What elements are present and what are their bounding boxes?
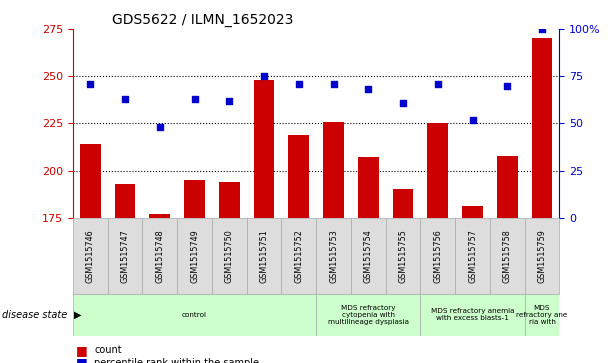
Text: MDS
refractory ane
ria with: MDS refractory ane ria with	[516, 305, 568, 325]
Text: control: control	[182, 312, 207, 318]
Bar	[73, 294, 316, 336]
Text: GSM1515753: GSM1515753	[329, 229, 338, 283]
Point	[190, 96, 199, 102]
Text: GSM1515751: GSM1515751	[260, 229, 269, 283]
Text: GSM1515756: GSM1515756	[434, 229, 442, 283]
Text: ■: ■	[76, 344, 88, 357]
Text: GSM1515749: GSM1515749	[190, 229, 199, 283]
Bar	[316, 294, 420, 336]
Text: GSM1515750: GSM1515750	[225, 229, 234, 283]
Text: GSM1515758: GSM1515758	[503, 229, 512, 283]
Point	[329, 81, 339, 87]
Bar	[80, 144, 101, 363]
Point	[502, 83, 512, 89]
Bar	[351, 218, 385, 294]
Point	[294, 81, 303, 87]
Bar	[184, 180, 205, 363]
Bar	[115, 184, 136, 363]
Bar	[385, 218, 420, 294]
Bar	[525, 218, 559, 294]
Point	[468, 117, 477, 123]
Text: count: count	[94, 345, 122, 355]
Bar	[358, 158, 379, 363]
Text: GSM1515754: GSM1515754	[364, 229, 373, 283]
Bar	[142, 218, 177, 294]
Bar	[254, 80, 274, 363]
Bar	[323, 122, 344, 363]
Text: GDS5622 / ILMN_1652023: GDS5622 / ILMN_1652023	[112, 13, 293, 26]
Point	[224, 98, 234, 104]
Bar	[525, 294, 559, 336]
Bar	[219, 182, 240, 363]
Bar	[108, 218, 142, 294]
Text: GSM1515746: GSM1515746	[86, 229, 95, 283]
Bar	[150, 214, 170, 363]
Text: GSM1515755: GSM1515755	[398, 229, 407, 283]
Text: GSM1515759: GSM1515759	[537, 229, 547, 283]
Text: MDS refractory anemia
with excess blasts-1: MDS refractory anemia with excess blasts…	[430, 309, 514, 321]
Text: ■: ■	[76, 356, 88, 363]
Bar	[212, 218, 247, 294]
Point	[398, 100, 408, 106]
Bar	[455, 218, 490, 294]
Text: GSM1515752: GSM1515752	[294, 229, 303, 283]
Bar	[420, 294, 525, 336]
Bar	[497, 155, 517, 363]
Bar	[420, 218, 455, 294]
Point	[259, 73, 269, 79]
Bar	[427, 123, 448, 363]
Point	[364, 86, 373, 92]
Bar	[247, 218, 282, 294]
Bar	[531, 38, 553, 363]
Text: MDS refractory
cytopenia with
multilineage dysplasia: MDS refractory cytopenia with multilinea…	[328, 305, 409, 325]
Point	[155, 124, 165, 130]
Text: percentile rank within the sample: percentile rank within the sample	[94, 358, 259, 363]
Bar	[288, 135, 309, 363]
Bar	[462, 207, 483, 363]
Point	[433, 81, 443, 87]
Bar	[316, 218, 351, 294]
Text: GSM1515747: GSM1515747	[120, 229, 130, 283]
Bar	[282, 218, 316, 294]
Text: GSM1515748: GSM1515748	[155, 229, 164, 283]
Text: GSM1515757: GSM1515757	[468, 229, 477, 283]
Bar	[490, 218, 525, 294]
Text: ▶: ▶	[74, 310, 81, 320]
Point	[86, 81, 95, 87]
Bar	[393, 189, 413, 363]
Point	[537, 26, 547, 32]
Bar	[177, 218, 212, 294]
Bar	[73, 218, 108, 294]
Point	[120, 96, 130, 102]
Text: disease state: disease state	[2, 310, 67, 320]
